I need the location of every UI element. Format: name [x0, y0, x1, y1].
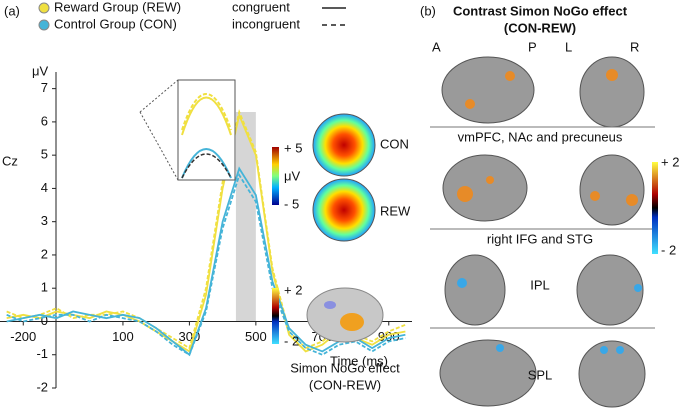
legend-label: incongruent [232, 16, 300, 31]
x-tick-label: 100 [112, 329, 134, 344]
row-label: SPL [528, 367, 553, 382]
row-label: vmPFC, NAc and precuneus [458, 129, 623, 144]
y-tick-label: -2 [36, 379, 48, 394]
topo-label: CON [380, 136, 409, 151]
scale-max: + 2 [284, 282, 302, 297]
effect-title: (CON-REW) [309, 377, 381, 392]
orientation: L [565, 39, 572, 54]
legend-label: congruent [232, 0, 290, 14]
legend-label: Reward Group (REW) [54, 0, 181, 14]
y-tick-label: 5 [41, 147, 48, 162]
topomap [312, 178, 376, 242]
legend-label: Control Group (CON) [54, 16, 177, 31]
y-tick-label: 4 [41, 180, 48, 195]
colorbar [652, 162, 658, 254]
y-tick-label: 7 [41, 80, 48, 95]
brain-surface [306, 287, 384, 343]
orientation: A [432, 39, 441, 54]
legend-swatch [38, 19, 50, 31]
y-tick-label: -1 [36, 346, 48, 361]
y-tick-label: 3 [41, 213, 48, 228]
y-tick-label: 2 [41, 246, 48, 261]
y-axis-label: μV [32, 63, 48, 78]
row-label: IPL [530, 277, 550, 292]
row-label: right IFG and STG [487, 231, 593, 246]
scale-unit: μV [284, 168, 300, 183]
erp-line [6, 172, 406, 357]
y-tick-label: 6 [41, 113, 48, 128]
scale-min: - 5 [284, 196, 299, 211]
legend-swatch [38, 2, 50, 14]
y-tick-label: 1 [41, 280, 48, 295]
panel-title: (CON-REW) [504, 20, 576, 35]
inset [139, 79, 236, 181]
scale-max: + 2 [661, 154, 679, 169]
y-tick-label: 0 [41, 313, 48, 328]
scale-min: - 2 [661, 242, 676, 257]
x-axis-label: Time (ms) [330, 353, 388, 368]
x-tick-label: -200 [10, 329, 36, 344]
scale-min: - 2 [284, 333, 299, 348]
panel-label: (a) [4, 3, 20, 18]
colorbar [272, 288, 279, 344]
colorbar [272, 147, 279, 205]
x-tick-label: 500 [245, 329, 267, 344]
shaded-window [235, 112, 256, 322]
topo-label: REW [380, 203, 411, 218]
scale-max: + 5 [284, 140, 302, 155]
panel-label: (b) [420, 3, 436, 18]
panel-title: Contrast Simon NoGo effect [453, 3, 628, 18]
topomap [312, 113, 376, 177]
brain-slices [430, 56, 655, 408]
effect-title: Simon NoGo effect [290, 360, 400, 375]
orientation: P [528, 39, 537, 54]
electrode-label: Cz [2, 153, 18, 168]
orientation: R [630, 39, 639, 54]
